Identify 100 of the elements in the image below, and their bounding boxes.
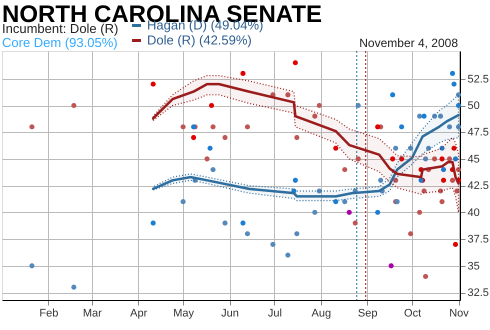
point bbox=[399, 156, 404, 162]
point bbox=[375, 210, 380, 215]
point bbox=[222, 135, 228, 140]
point bbox=[71, 102, 76, 108]
point bbox=[438, 114, 444, 119]
point bbox=[204, 156, 210, 162]
text: November 4, 2008 bbox=[359, 36, 458, 50]
point bbox=[390, 92, 396, 98]
point bbox=[356, 102, 361, 108]
x-tick-label: Apr bbox=[130, 308, 148, 320]
point bbox=[316, 188, 322, 194]
x-tick-label: Feb bbox=[39, 308, 58, 320]
point bbox=[316, 102, 322, 108]
point bbox=[446, 156, 452, 162]
x-tick-label: Sep bbox=[358, 308, 378, 320]
point bbox=[285, 92, 290, 98]
point bbox=[450, 178, 456, 183]
point bbox=[393, 146, 398, 151]
y-tick-label: 50 bbox=[468, 100, 480, 112]
point bbox=[456, 102, 462, 108]
point bbox=[456, 124, 462, 130]
point bbox=[452, 156, 458, 162]
point bbox=[451, 82, 457, 87]
point bbox=[450, 70, 456, 76]
point bbox=[244, 124, 250, 130]
point bbox=[240, 220, 246, 226]
point bbox=[294, 135, 300, 140]
x-tick-label: Aug bbox=[312, 308, 332, 320]
point bbox=[375, 124, 380, 130]
point bbox=[270, 242, 276, 247]
point bbox=[426, 146, 432, 151]
legend-label: Dole (R) (42.59%) bbox=[147, 32, 252, 48]
point bbox=[342, 167, 348, 172]
point bbox=[244, 231, 250, 236]
point bbox=[352, 220, 358, 226]
point bbox=[451, 146, 457, 151]
y-tick-label: 52.5 bbox=[468, 73, 489, 86]
point bbox=[440, 167, 446, 172]
chart-subtitle: Incumbent: Dole (R) bbox=[2, 21, 118, 36]
point bbox=[432, 114, 438, 119]
point bbox=[456, 167, 462, 172]
point bbox=[240, 70, 246, 76]
point bbox=[312, 114, 318, 119]
point bbox=[423, 274, 428, 280]
point bbox=[399, 124, 404, 130]
point bbox=[452, 242, 458, 247]
point bbox=[423, 156, 428, 162]
x-tick-label: May bbox=[173, 308, 194, 320]
point bbox=[29, 263, 34, 268]
point bbox=[454, 188, 460, 194]
y-tick-label: 37.5 bbox=[468, 234, 489, 246]
point bbox=[422, 114, 427, 119]
point bbox=[150, 82, 156, 87]
text: Core Dem (93.05%) bbox=[2, 35, 118, 50]
point bbox=[180, 124, 186, 130]
x-tick-label: Jul bbox=[268, 308, 282, 320]
point bbox=[356, 156, 361, 162]
point bbox=[388, 263, 394, 268]
point bbox=[438, 188, 444, 194]
y-tick-label: 40 bbox=[468, 206, 480, 219]
x-tick-label: Nov bbox=[449, 308, 470, 320]
point bbox=[294, 231, 300, 236]
point bbox=[432, 156, 438, 162]
point bbox=[422, 188, 427, 194]
point bbox=[292, 60, 298, 66]
point bbox=[393, 178, 398, 183]
x-tick-label: Oct bbox=[404, 308, 422, 320]
point bbox=[440, 178, 446, 183]
point bbox=[222, 220, 228, 226]
point bbox=[312, 210, 318, 215]
point bbox=[208, 102, 214, 108]
y-tick-label: 45 bbox=[468, 153, 480, 166]
point bbox=[417, 210, 422, 215]
point bbox=[71, 284, 76, 290]
point bbox=[439, 156, 445, 162]
y-tick-label: 42.5 bbox=[468, 180, 489, 192]
point bbox=[446, 124, 452, 130]
point bbox=[439, 199, 445, 204]
point bbox=[333, 146, 338, 151]
point bbox=[346, 210, 352, 215]
point bbox=[390, 156, 396, 162]
point bbox=[408, 146, 414, 151]
point bbox=[210, 167, 216, 172]
point bbox=[191, 135, 196, 140]
point bbox=[456, 92, 462, 98]
point bbox=[285, 252, 290, 258]
point bbox=[29, 124, 34, 130]
x-tick-label: Mar bbox=[82, 308, 102, 320]
point bbox=[207, 146, 213, 151]
point bbox=[333, 199, 338, 204]
point bbox=[439, 146, 445, 151]
point bbox=[417, 114, 422, 119]
point bbox=[292, 178, 298, 183]
x-tick-label: Jun bbox=[221, 308, 239, 320]
point bbox=[180, 199, 186, 204]
point bbox=[342, 199, 348, 204]
point bbox=[210, 124, 216, 130]
point bbox=[378, 178, 384, 183]
y-tick-label: 32.5 bbox=[468, 287, 489, 300]
point bbox=[150, 220, 156, 226]
